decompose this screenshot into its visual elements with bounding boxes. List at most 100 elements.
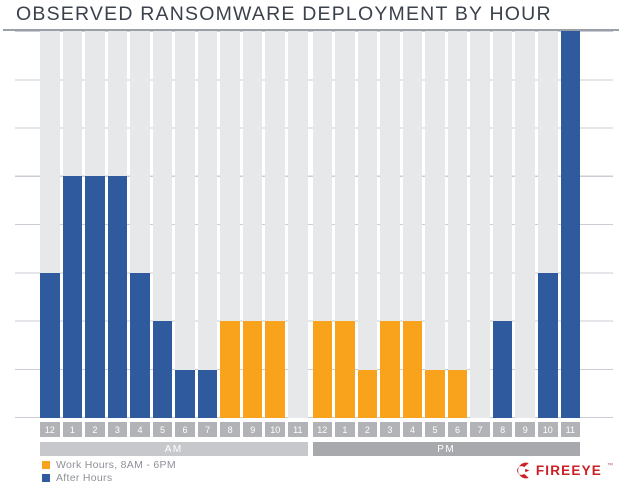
bar-3-am	[107, 176, 128, 418]
column-7-pm	[470, 31, 490, 418]
column-3-pm	[380, 31, 400, 418]
column-9-pm	[515, 31, 535, 418]
x-tick-10-am: 10	[265, 422, 286, 437]
bar-8-pm	[492, 321, 513, 418]
column-6-am	[175, 31, 195, 418]
x-tick-9-pm: 9	[515, 422, 535, 437]
fireeye-icon	[516, 462, 530, 479]
bar-8-am	[220, 321, 240, 418]
column-band-5-pm	[425, 31, 445, 418]
bar-12-am	[40, 272, 60, 418]
bar-6-pm	[447, 369, 468, 418]
am-bar-group	[40, 31, 308, 418]
x-tick-3-am: 3	[107, 422, 128, 437]
bar-1-am	[62, 176, 83, 418]
bar-5-am	[152, 321, 173, 418]
x-tick-10-pm: 10	[537, 422, 558, 437]
bar-12-pm	[312, 321, 333, 418]
x-tick-3-pm: 3	[380, 422, 400, 437]
pm-hour-labels: 12 1 2 3 4 5 6 7 8 9 10 11	[312, 422, 581, 437]
column-4-pm	[402, 31, 423, 418]
am-axis-group: 12 1 2 3 4 5 6 7 8 9 10 11 AM	[40, 422, 308, 456]
legend-swatch-work	[42, 461, 50, 469]
column-8-am	[220, 31, 240, 418]
brand-wordmark: FIREEYE	[535, 462, 602, 478]
x-tick-8-pm: 8	[492, 422, 513, 437]
x-tick-7-pm: 7	[470, 422, 490, 437]
column-band-9-pm	[515, 31, 535, 418]
column-band-11-am	[288, 31, 308, 418]
bar-chart	[0, 31, 623, 418]
column-12-am	[40, 31, 60, 418]
x-tick-12-am: 12	[40, 422, 60, 437]
x-tick-11-am: 11	[288, 422, 308, 437]
column-9-am	[242, 31, 263, 418]
column-3-am	[107, 31, 128, 418]
x-tick-2-am: 2	[85, 422, 105, 437]
x-tick-1-am: 1	[62, 422, 83, 437]
pm-bar-group	[312, 31, 581, 418]
column-band-6-am	[175, 31, 195, 418]
bar-9-am	[242, 321, 263, 418]
bar-7-am	[197, 369, 218, 418]
legend-label-work: Work Hours, 8AM - 6PM	[56, 459, 176, 471]
x-axis: 12 1 2 3 4 5 6 7 8 9 10 11 AM 12 1 2 3 4 5 6 7 8 9 10 11 PM	[40, 422, 581, 456]
column-band-7-pm	[470, 31, 490, 418]
am-period-band: AM	[40, 442, 308, 456]
legend-item-after: After Hours	[42, 472, 176, 484]
bar-3-pm	[380, 321, 400, 418]
column-7-am	[197, 31, 218, 418]
column-12-pm	[312, 31, 333, 418]
am-hour-labels: 12 1 2 3 4 5 6 7 8 9 10 11	[40, 422, 308, 437]
column-8-pm	[492, 31, 513, 418]
chart-title: OBSERVED RANSOMWARE DEPLOYMENT BY HOUR	[16, 3, 552, 25]
column-1-pm	[335, 31, 355, 418]
column-11-pm	[560, 31, 581, 418]
bar-2-pm	[357, 369, 378, 418]
column-10-am	[265, 31, 286, 418]
bars	[40, 31, 581, 418]
x-tick-12-pm: 12	[312, 422, 333, 437]
x-tick-5-am: 5	[152, 422, 173, 437]
bar-1-pm	[335, 321, 355, 418]
x-tick-6-pm: 6	[447, 422, 468, 437]
legend-label-after: After Hours	[56, 472, 113, 484]
bar-4-am	[130, 272, 150, 418]
column-5-pm	[425, 31, 445, 418]
x-tick-8-am: 8	[220, 422, 240, 437]
x-tick-4-am: 4	[130, 422, 150, 437]
bar-11-pm	[560, 31, 581, 418]
column-6-pm	[447, 31, 468, 418]
column-5-am	[152, 31, 173, 418]
bar-10-pm	[537, 272, 558, 418]
x-tick-2-pm: 2	[357, 422, 378, 437]
bar-10-am	[265, 321, 286, 418]
column-2-am	[85, 31, 105, 418]
column-11-am	[288, 31, 308, 418]
fireeye-logo: FIREEYE ™	[513, 461, 613, 480]
pm-axis-group: 12 1 2 3 4 5 6 7 8 9 10 11 PM	[312, 422, 581, 456]
x-tick-11-pm: 11	[560, 422, 581, 437]
column-1-am	[62, 31, 83, 418]
bar-2-am	[85, 176, 105, 418]
x-tick-4-pm: 4	[402, 422, 423, 437]
column-10-pm	[537, 31, 558, 418]
x-tick-1-pm: 1	[335, 422, 355, 437]
column-band-6-pm	[447, 31, 468, 418]
pm-period-band: PM	[312, 442, 580, 456]
column-4-am	[130, 31, 150, 418]
x-tick-9-am: 9	[242, 422, 263, 437]
bar-6-am	[175, 369, 195, 418]
legend-swatch-after	[42, 474, 50, 482]
column-band-2-pm	[357, 31, 378, 418]
legend: Work Hours, 8AM - 6PM After Hours	[42, 459, 176, 485]
bar-5-pm	[425, 369, 445, 418]
trademark-symbol: ™	[607, 462, 613, 469]
bar-4-pm	[402, 321, 423, 418]
legend-item-work: Work Hours, 8AM - 6PM	[42, 459, 176, 471]
column-band-7-am	[197, 31, 218, 418]
x-tick-5-pm: 5	[425, 422, 445, 437]
x-tick-7-am: 7	[197, 422, 218, 437]
title-divider	[3, 29, 619, 31]
